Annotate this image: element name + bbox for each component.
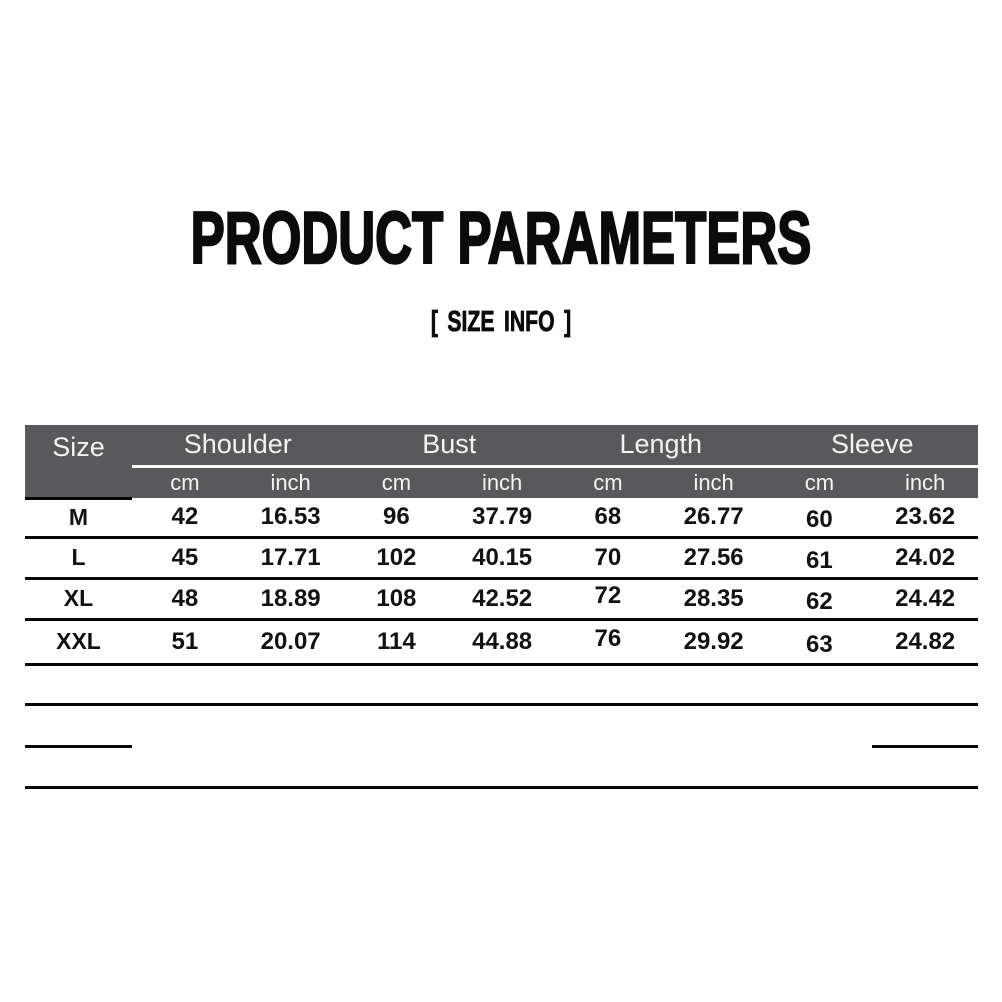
size-column-header: Size — [25, 425, 132, 500]
value-shoulder-inch: 20.07 — [237, 619, 344, 666]
table-row-xxl: XXL 51 20.07 114 44.88 76 29.92 63 24.82 — [25, 616, 978, 669]
unit-header-length-inch: inch — [660, 466, 767, 498]
value-sleeve-inch: 24.82 — [872, 619, 978, 666]
value-length-cm: 76 — [555, 616, 661, 663]
value-length-inch: 26.77 — [660, 498, 767, 539]
unit-header-length-cm: cm — [555, 466, 661, 498]
value-length-inch: 27.56 — [660, 537, 767, 580]
value-shoulder-inch: 18.89 — [237, 578, 344, 621]
value-length-inch: 29.92 — [660, 619, 767, 666]
empty-row — [25, 664, 978, 706]
unit-header-sleeve-cm: cm — [766, 466, 873, 498]
table-group-header-row: Size Shoulder Bust Length Sleeve — [25, 425, 978, 500]
value-shoulder-cm: 48 — [132, 578, 238, 621]
value-bust-inch: 40.15 — [449, 537, 555, 580]
unit-header-shoulder-inch: inch — [237, 466, 344, 498]
unit-header-bust-inch: inch — [449, 466, 555, 498]
value-bust-cm: 102 — [343, 537, 450, 580]
unit-header-sleeve-inch: inch — [872, 466, 978, 498]
group-header-sleeve: Sleeve — [766, 425, 978, 468]
table-row-m: M 42 16.53 96 37.79 68 26.77 60 23.62 — [25, 498, 978, 542]
size-label: M — [25, 498, 132, 539]
value-length-cm: 68 — [555, 498, 661, 539]
value-bust-cm: 96 — [343, 498, 450, 539]
group-header-bust: Bust — [343, 425, 555, 468]
value-bust-cm: 114 — [343, 619, 450, 666]
value-shoulder-inch: 16.53 — [237, 498, 344, 539]
value-sleeve-cm: 63 — [766, 622, 873, 669]
value-length-cm: 70 — [555, 537, 661, 580]
size-label: L — [25, 537, 132, 580]
unit-header-bust-cm: cm — [343, 466, 450, 498]
empty-row — [25, 704, 978, 748]
value-sleeve-inch: 23.62 — [872, 498, 978, 539]
empty-row — [25, 746, 978, 789]
value-length-cm: 72 — [555, 575, 661, 618]
group-header-length: Length — [555, 425, 767, 468]
value-bust-inch: 37.79 — [449, 498, 555, 539]
value-sleeve-inch: 24.02 — [872, 537, 978, 580]
value-bust-cm: 108 — [343, 578, 450, 621]
value-shoulder-inch: 17.71 — [237, 537, 344, 580]
size-label: XXL — [25, 619, 132, 666]
value-sleeve-cm: 62 — [766, 581, 873, 624]
table-unit-header-row: cm inch cm inch cm inch cm inch — [25, 466, 978, 498]
unit-header-shoulder-cm: cm — [132, 466, 238, 498]
value-sleeve-cm: 61 — [766, 540, 873, 583]
value-shoulder-cm: 45 — [132, 537, 238, 580]
value-sleeve-cm: 60 — [766, 501, 873, 542]
size-label: XL — [25, 578, 132, 621]
value-sleeve-inch: 24.42 — [872, 578, 978, 621]
product-title: PRODUCT PARAMETERS — [190, 198, 812, 279]
size-table: Size Shoulder Bust Length Sleeve cm inch… — [25, 425, 978, 789]
value-bust-inch: 42.52 — [449, 578, 555, 621]
group-header-shoulder: Shoulder — [132, 425, 344, 468]
size-info-subtitle: [ SIZE INFO ] — [430, 306, 572, 339]
value-length-inch: 28.35 — [660, 578, 767, 621]
table-row-l: L 45 17.71 102 40.15 70 27.56 61 24.02 — [25, 537, 978, 583]
table-row-xl: XL 48 18.89 108 42.52 72 28.35 62 24.42 — [25, 575, 978, 624]
value-bust-inch: 44.88 — [449, 619, 555, 666]
value-shoulder-cm: 51 — [132, 619, 238, 666]
value-shoulder-cm: 42 — [132, 498, 238, 539]
